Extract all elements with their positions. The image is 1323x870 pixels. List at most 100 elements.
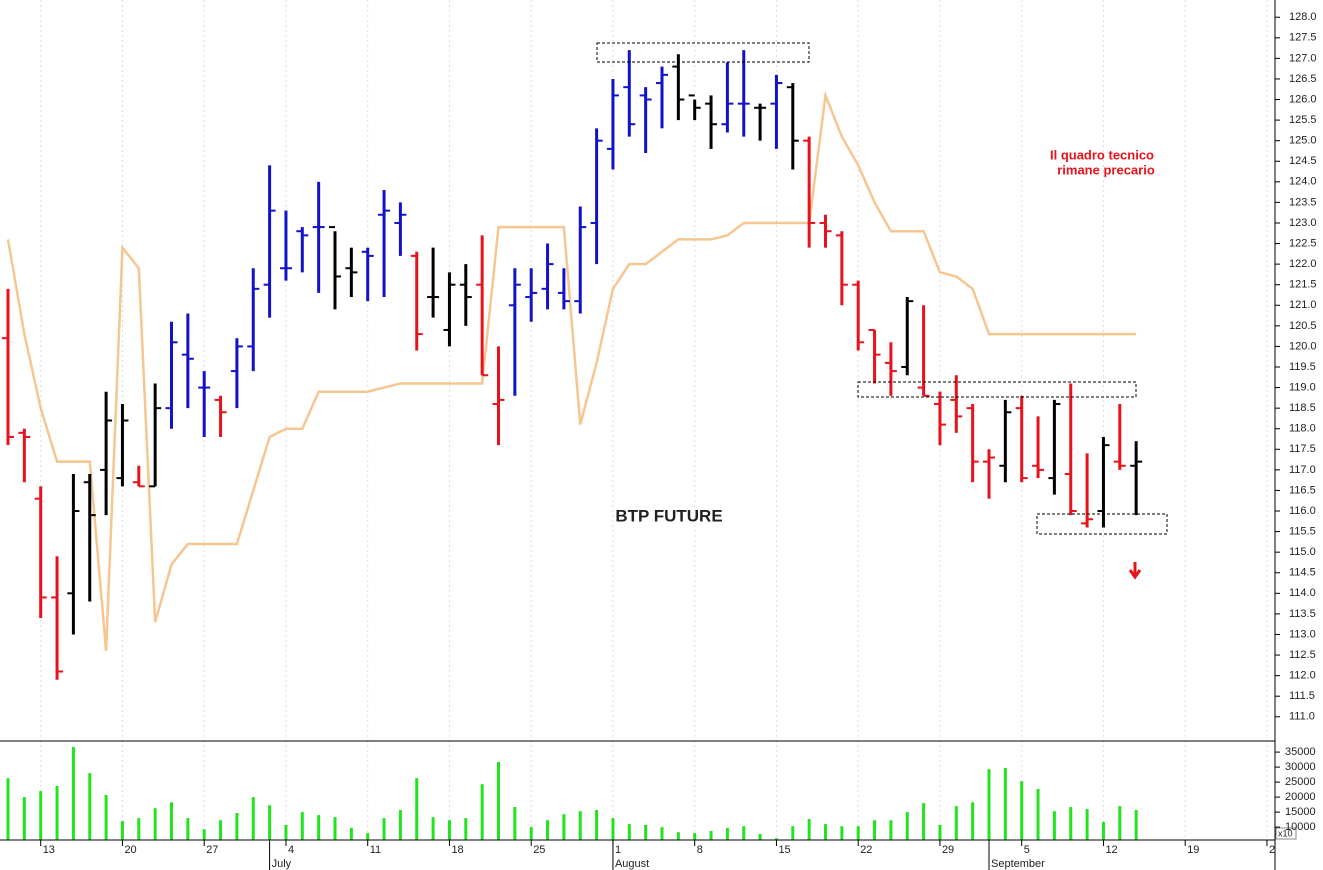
volume-bar: [398, 810, 402, 840]
volume-bar: [889, 820, 893, 840]
y-tick-label: 116.5: [1289, 484, 1316, 496]
volume-bar: [284, 825, 288, 840]
volume-bar: [382, 818, 386, 840]
volume-bar: [627, 824, 631, 840]
volume-bar: [431, 817, 435, 840]
volume-bar: [71, 747, 75, 840]
month-label: July: [272, 858, 292, 870]
x-tick-label: 18: [451, 844, 463, 856]
volume-note-box: [1275, 827, 1297, 840]
volume-bar: [1118, 806, 1122, 840]
volume-bar: [1101, 822, 1105, 840]
volume-bar: [840, 826, 844, 840]
volume-bar: [562, 814, 566, 840]
x-tick-label: 22: [860, 844, 872, 856]
volume-bar: [415, 778, 419, 840]
y-tick-label: 111.5: [1289, 690, 1315, 702]
volume-bar: [971, 802, 975, 840]
y-tick-label: 115.5: [1289, 526, 1316, 538]
volume-bar: [905, 812, 909, 840]
volume-bar: [693, 833, 697, 840]
y-tick-label: 25000: [1285, 776, 1316, 788]
range-box: [596, 42, 810, 63]
volume-bar: [676, 832, 680, 840]
volume-bar: [807, 819, 811, 840]
y-tick-label: 123.0: [1289, 217, 1317, 229]
y-tick-label: 112.0: [1289, 670, 1316, 682]
volume-bar: [1134, 810, 1138, 840]
y-tick-label: 118.0: [1289, 423, 1316, 435]
volume-bar: [922, 803, 926, 840]
marks-layer: [2, 50, 1143, 840]
x-tick-label: 2: [1269, 844, 1275, 856]
volume-bar: [1069, 807, 1073, 840]
month-label: September: [991, 858, 1045, 870]
y-tick-label: 111.0: [1289, 711, 1315, 723]
volume-bar: [578, 811, 582, 840]
volume-bar: [317, 815, 321, 840]
volume-bar: [824, 824, 827, 840]
y-tick-label: 119.0: [1289, 381, 1316, 393]
volume-bar: [22, 797, 26, 840]
volume-bar: [170, 802, 173, 840]
y-tick-label: 119.5: [1289, 361, 1316, 373]
x-tick-label: 19: [1187, 844, 1199, 856]
volume-bar: [856, 826, 860, 840]
x-tick-label: 5: [1024, 844, 1030, 856]
volume-bar: [529, 827, 533, 840]
y-tick-label: 126.0: [1289, 93, 1317, 105]
y-tick-label: 122.0: [1289, 258, 1317, 270]
y-tick-label: 123.5: [1289, 196, 1317, 208]
y-tick-label: 127.5: [1289, 32, 1317, 44]
volume-bar: [1003, 768, 1007, 840]
volume-note: x10: [1278, 828, 1293, 838]
annotation: Il quadro tecnico: [1050, 147, 1154, 162]
volume-bar: [1020, 781, 1024, 840]
volume-bar: [1036, 789, 1040, 840]
volume-bar: [497, 762, 500, 840]
volume-bar: [480, 784, 484, 840]
x-tick-label: 29: [942, 844, 954, 856]
chart-title: BTP FUTURE: [615, 506, 722, 525]
volume-bar: [660, 827, 664, 840]
volume-bar: [39, 791, 43, 840]
volume-bar: [55, 786, 59, 840]
x-tick-label: 12: [1105, 844, 1117, 856]
volume-bar: [153, 808, 157, 840]
y-tick-label: 125.5: [1289, 114, 1317, 126]
x-tick-label: 8: [697, 844, 703, 856]
range-box: [857, 381, 1137, 398]
volume-bar: [1052, 811, 1056, 840]
volume-bar: [611, 818, 615, 840]
y-tick-label: 124.0: [1289, 176, 1317, 188]
y-tick-label: 128.0: [1289, 11, 1317, 23]
volume-bar: [104, 795, 108, 840]
y-tick-label: 20000: [1285, 791, 1316, 803]
volume-bar: [938, 825, 942, 840]
x-tick-label: 1: [615, 844, 621, 856]
volume-bar: [725, 828, 729, 840]
y-tick-label: 114.5: [1289, 567, 1316, 579]
volume-bar: [202, 829, 206, 840]
volume-bar: [137, 818, 141, 840]
volume-bar: [954, 806, 958, 840]
down-arrow: [1128, 562, 1142, 580]
month-label: August: [615, 858, 649, 870]
y-tick-label: 121.0: [1289, 299, 1317, 311]
volume-bar: [120, 821, 124, 840]
y-tick-label: 118.5: [1289, 402, 1316, 414]
volume-bar: [366, 833, 370, 840]
y-tick-label: 112.5: [1289, 649, 1316, 661]
x-tick-label: 20: [124, 844, 136, 856]
volume-bar: [709, 831, 713, 840]
volume-bar: [447, 820, 451, 840]
y-tick-label: 35000: [1285, 746, 1316, 758]
y-tick-label: 114.0: [1289, 587, 1316, 599]
y-tick-label: 15000: [1285, 806, 1316, 818]
volume-bar: [219, 820, 223, 840]
volume-bar: [464, 818, 468, 840]
y-tick-label: 121.5: [1289, 279, 1317, 291]
x-tick-label: 13: [43, 844, 55, 856]
